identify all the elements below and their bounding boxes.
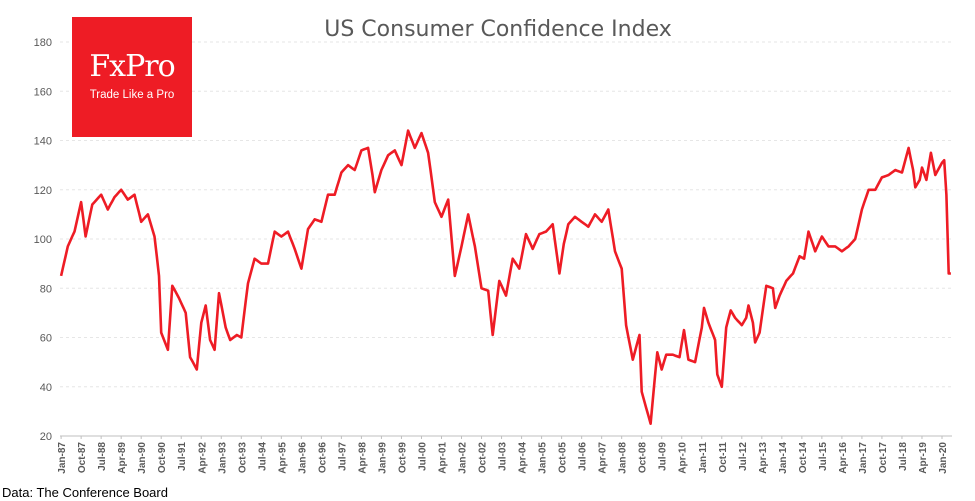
x-tick-label: Oct-87 (77, 442, 88, 474)
plot-area (59, 129, 951, 425)
logo-tagline: Trade Like a Pro (89, 89, 175, 101)
x-tick-label: Jan-08 (618, 442, 629, 474)
x-tick-label: Oct-08 (638, 442, 649, 474)
x-tick-label: Jan-14 (778, 442, 789, 474)
x-axis: Jan-87 Oct-87 Jul-88 Apr-89 Jan-90 Oct-90 Jul-… (57, 436, 949, 474)
x-tick-label: Jul-88 (97, 442, 108, 471)
series-line-consumer-confidence (59, 129, 951, 425)
y-tick-label: 140 (34, 136, 52, 148)
y-tick-label: 120 (34, 185, 52, 197)
y-tick-label: 80 (40, 283, 52, 295)
y-tick-label: 20 (40, 431, 52, 443)
x-tick-label: Oct-96 (317, 442, 328, 474)
x-tick-label: Jan-05 (538, 442, 549, 474)
x-tick-label: Apr-01 (437, 442, 448, 474)
x-tick-label: Oct-05 (558, 442, 569, 474)
x-tick-label: Jul-91 (177, 442, 188, 471)
y-tick-label: 160 (34, 86, 52, 98)
x-tick-label: Apr-92 (197, 442, 208, 474)
x-tick-label: Oct-11 (718, 442, 729, 473)
chart-title: US Consumer Confidence Index (324, 17, 672, 42)
x-tick-label: Jan-17 (858, 442, 869, 474)
x-tick-label: Jan-93 (217, 442, 228, 474)
y-tick-label: 100 (34, 234, 52, 246)
x-tick-label: Apr-10 (678, 442, 689, 474)
logo-name: FxPro (89, 49, 175, 84)
x-tick-label: Apr-07 (598, 442, 609, 474)
x-tick-label: Jul-03 (498, 442, 509, 471)
y-tick-label: 180 (34, 37, 52, 49)
x-tick-label: Jul-18 (898, 442, 909, 471)
x-tick-label: Oct-02 (478, 442, 489, 474)
x-tick-label: Jan-11 (698, 442, 709, 474)
y-tick-label: 60 (40, 333, 52, 345)
x-tick-label: Jan-87 (57, 442, 68, 474)
x-tick-label: Apr-89 (117, 442, 128, 474)
grid (60, 41, 952, 437)
fxpro-logo: FxPro Trade Like a Pro (72, 17, 192, 137)
x-tick-label: Jul-12 (738, 442, 749, 471)
x-tick-label: Oct-17 (878, 442, 889, 474)
x-tick-label: Jul-06 (578, 442, 589, 471)
x-tick-label: Jul-00 (417, 442, 428, 471)
x-tick-label: Oct-99 (397, 442, 408, 474)
x-tick-label: Jan-96 (297, 442, 308, 474)
y-tick-label: 40 (40, 382, 52, 394)
x-tick-label: Apr-16 (838, 442, 849, 474)
x-tick-label: Jul-09 (658, 442, 669, 471)
y-axis: 20 40 60 80 100 120 140 160 180 (34, 37, 52, 443)
x-tick-label: Apr-95 (277, 442, 288, 474)
x-tick-label: Jan-99 (377, 442, 388, 474)
x-tick-label: Jan-20 (938, 442, 949, 474)
x-tick-label: Jul-15 (818, 442, 829, 471)
x-tick-label: Oct-93 (237, 442, 248, 474)
x-tick-label: Jan-02 (458, 442, 469, 474)
x-tick-label: Apr-04 (518, 442, 529, 474)
x-tick-label: Apr-19 (918, 442, 929, 474)
x-tick-label: Oct-90 (157, 442, 168, 474)
x-tick-label: Oct-14 (798, 442, 809, 474)
x-tick-label: Apr-13 (758, 442, 769, 474)
x-tick-label: Apr-98 (357, 442, 368, 474)
x-tick-label: Jul-97 (337, 442, 348, 471)
x-tick-label: Jul-94 (257, 442, 268, 471)
x-tick-label: Jan-90 (137, 442, 148, 474)
source-note: Data: The Conference Board (2, 485, 168, 500)
